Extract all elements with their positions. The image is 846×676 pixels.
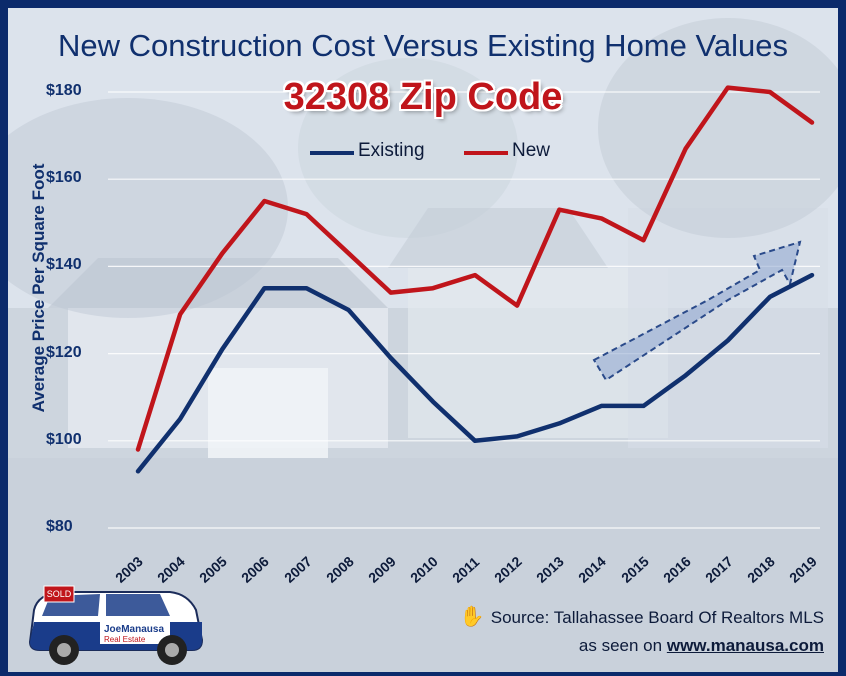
data-point-existing	[599, 404, 603, 408]
legend-existing-label: Existing	[358, 140, 425, 161]
source-text: Source: Tallahassee Board Of Realtors ML…	[490, 608, 824, 627]
website-line: as seen on www.manausa.com	[579, 636, 824, 656]
y-tick-label: $80	[46, 518, 73, 535]
data-point-new	[431, 286, 435, 290]
data-point-existing	[178, 417, 182, 421]
legend-new-label: New	[512, 140, 551, 161]
data-point-new	[557, 208, 561, 212]
data-point-existing	[305, 286, 308, 290]
y-tick-label: $120	[46, 343, 82, 361]
y-tick-label: $140	[46, 256, 82, 274]
data-point-existing	[262, 286, 266, 290]
data-point-new	[768, 90, 772, 94]
data-point-new	[305, 212, 308, 216]
data-point-new	[810, 121, 814, 125]
legend-new-swatch	[464, 151, 508, 155]
data-point-existing	[684, 373, 688, 377]
website-link[interactable]: www.manausa.com	[666, 636, 824, 655]
y-tick-label: $180	[46, 82, 82, 99]
data-point-new	[220, 251, 224, 255]
data-point-new	[178, 312, 182, 316]
source-line: ✋ Source: Tallahassee Board Of Realtors M…	[460, 604, 824, 629]
data-point-existing	[557, 421, 561, 425]
chart-title: New Construction Cost Versus Existing Ho…	[58, 28, 788, 63]
data-point-existing	[726, 339, 730, 343]
chart-subtitle: 32308 Zip Code	[283, 76, 563, 118]
data-point-new	[726, 86, 730, 90]
data-point-new	[389, 291, 393, 295]
y-tick-label: $160	[46, 169, 82, 187]
website-prefix: as seen on	[578, 636, 663, 655]
realtor-car-logo: SOLD JoeManausa Real Estate	[28, 585, 204, 665]
chart-panel: New Construction Cost Versus Existing Ho…	[8, 8, 838, 672]
data-point-existing	[431, 400, 435, 404]
data-point-existing	[136, 469, 140, 473]
data-point-existing	[768, 295, 772, 299]
data-point-existing	[347, 308, 351, 312]
data-point-new	[684, 147, 688, 151]
data-point-new	[473, 273, 477, 277]
data-point-new	[515, 304, 519, 308]
data-point-existing	[220, 347, 224, 351]
hand-icon: ✋	[459, 606, 485, 628]
data-point-existing	[389, 356, 393, 360]
trend-arrow-annotation	[592, 240, 802, 382]
legend-existing-swatch	[310, 151, 354, 155]
data-point-existing	[642, 404, 645, 408]
y-axis-label: Average Price Per Square Foot	[29, 163, 48, 413]
data-point-existing	[810, 273, 814, 277]
y-tick-label: $100	[46, 430, 82, 448]
data-point-existing	[473, 439, 477, 443]
data-point-new	[642, 238, 645, 242]
logo-brand: JoeManausa	[104, 624, 164, 635]
series-line-new	[135, 85, 815, 452]
data-point-new	[136, 448, 140, 452]
line-chart	[108, 85, 820, 529]
data-point-new	[262, 199, 266, 203]
logo-tagline: Real Estate	[104, 635, 146, 644]
logo-sign-text: SOLD	[47, 589, 72, 599]
data-point-existing	[515, 434, 519, 438]
data-point-new	[347, 251, 351, 255]
data-point-new	[599, 216, 603, 220]
